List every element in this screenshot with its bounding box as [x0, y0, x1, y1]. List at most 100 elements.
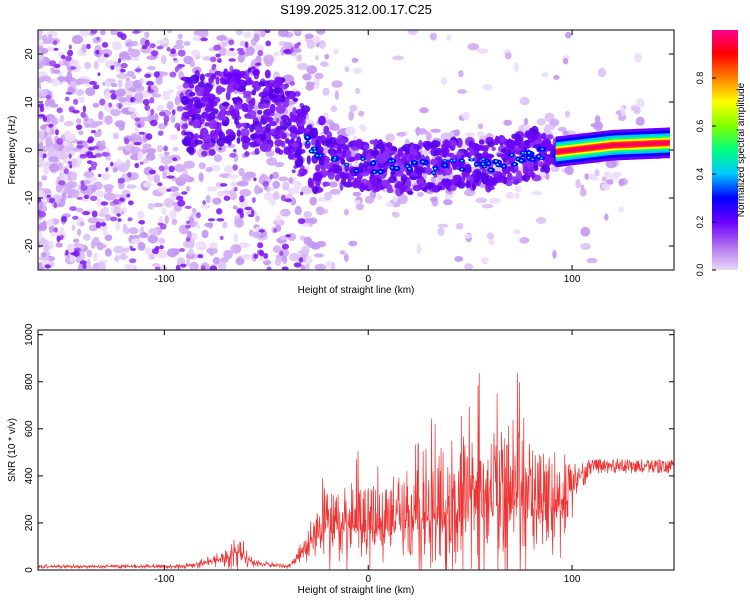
spectrogram-cell	[223, 195, 231, 201]
spectrogram-noise-cell	[40, 252, 47, 258]
spectrogram-ridge-cell	[251, 89, 257, 96]
spectrogram-cell	[253, 177, 257, 182]
spectrogram-noise-cell	[112, 132, 120, 140]
spectrogram-cell	[209, 265, 218, 270]
spectrogram-noise-cell	[302, 73, 312, 81]
spectrogram-cell	[56, 137, 64, 145]
spectrogram-ridge-cell	[204, 105, 212, 113]
spectrogram-cell	[42, 153, 47, 159]
spectrogram-noise-cell	[136, 89, 142, 95]
spectrogram-ridge-cell	[226, 71, 232, 80]
spectrogram-noise-cell	[300, 264, 306, 270]
spectrogram-cell	[207, 218, 216, 222]
spectrogram-cell	[244, 41, 249, 48]
spectrogram-y-ticks: -20 -10 0 10 20	[24, 48, 674, 253]
spectrogram-ridge-cell	[287, 152, 295, 160]
spectrogram-noise-cell	[166, 101, 174, 110]
spectrogram-noise-cell	[467, 43, 479, 51]
spectrogram-ridge-cell	[222, 79, 229, 85]
spectrogram-noise-cell	[416, 243, 422, 254]
spectrogram-noise-cell	[38, 201, 43, 210]
spectrogram-cell	[172, 157, 178, 161]
spectrogram-ridge-cell	[314, 171, 323, 182]
spectrogram-noise-cell	[99, 225, 108, 231]
spectrogram-ridge-cell	[400, 174, 407, 184]
spectrogram-noise-cell	[212, 256, 221, 265]
spectrogram-ridge-cell	[367, 182, 373, 190]
spectrogram-ridge-cell	[511, 133, 521, 140]
spectrogram-noise-cell	[272, 191, 280, 201]
spectrogram-cell	[264, 30, 271, 34]
spectrogram-ridge-cell	[476, 173, 483, 180]
snr-plot-area	[38, 330, 674, 570]
spectrogram-noise-cell	[306, 65, 318, 75]
spectrogram-noise-cell	[586, 257, 598, 264]
spectrogram-ridge-cell	[234, 102, 244, 110]
spectrogram-noise-cell	[541, 72, 549, 78]
spectrogram-noise-cell	[519, 96, 530, 106]
spectrogram-noise-cell	[253, 33, 260, 42]
x-tick-label: -100	[154, 274, 174, 285]
spectrogram-noise-cell	[309, 196, 317, 206]
spectrogram-cell	[298, 257, 304, 263]
spectrogram-noise-cell	[75, 118, 82, 124]
spectrogram-noise-cell	[156, 39, 169, 45]
spectrogram-noise-cell	[331, 80, 343, 88]
spectrogram-cell	[156, 45, 164, 50]
spectrogram-ridge-cell	[193, 106, 202, 114]
spectrogram-ridge-cell	[351, 180, 360, 189]
colorbar-tick-label: 0.4	[695, 168, 705, 181]
spectrogram-cell	[56, 107, 63, 114]
spectrogram-ridge-cell	[216, 137, 225, 147]
spectrogram-noise-cell	[38, 156, 43, 166]
spectrogram-ridge-cell	[200, 96, 209, 102]
spectrogram-noise-cell	[83, 233, 91, 241]
spectrogram-cell	[244, 206, 253, 211]
spectrogram-ridge-cell	[487, 141, 495, 148]
spectrogram-ridge-cell	[473, 144, 482, 152]
spectrogram-ridge-cell	[207, 142, 215, 148]
spectrogram-noise-cell	[291, 48, 302, 53]
spectrogram-ridge-cell	[248, 105, 255, 110]
spectrogram-noise-cell	[260, 30, 266, 38]
spectrogram-noise-cell	[122, 206, 127, 213]
spectrogram-peak-cell	[541, 148, 544, 151]
spectrogram-noise-cell	[306, 81, 315, 87]
spectrogram-noise-cell	[83, 171, 95, 178]
spectrogram-noise-cell	[209, 248, 215, 256]
y-tick-label: 0	[24, 147, 35, 153]
spectrogram-noise-cell	[153, 202, 164, 208]
spectrogram-peak-cell	[432, 171, 436, 174]
spectrogram-noise-cell	[139, 232, 149, 239]
spectrogram-noise-cell	[38, 90, 49, 97]
spectrogram-noise-cell	[206, 186, 218, 192]
spectrogram-noise-cell	[136, 210, 145, 219]
spectrogram-ridge-cell	[457, 162, 464, 168]
snr-y-ticks: 0 200 400 600 800 1000	[24, 323, 674, 573]
spectrogram-ridge-cell	[269, 86, 274, 96]
spectrogram-noise-cell	[364, 195, 374, 204]
spectrogram-noise-cell	[461, 111, 470, 121]
spectrogram-noise-cell	[78, 130, 84, 136]
spectrogram-cell	[186, 220, 191, 224]
spectrogram-ridge-cell	[239, 70, 246, 76]
spectrogram-noise-cell	[481, 203, 494, 209]
spectrogram-ridge-cell	[395, 160, 403, 166]
spectrogram-ridge-cell	[260, 104, 266, 109]
spectrogram-ridge-cell	[252, 68, 260, 76]
spectrogram-ridge-cell	[413, 144, 421, 150]
spectrogram-noise-cell	[57, 153, 69, 160]
spectrogram-noise-cell	[319, 61, 329, 67]
spectrogram-peak-cell	[306, 136, 309, 139]
spectrogram-noise-cell	[294, 180, 302, 190]
spectrogram-ridge-cell	[287, 118, 292, 127]
spectrogram-noise-cell	[463, 233, 472, 239]
spectrogram-ridge-cell	[336, 152, 343, 158]
spectrogram-ridge-cell	[182, 82, 189, 89]
spectrogram-cell	[79, 153, 87, 159]
spectrogram-cell	[297, 218, 306, 225]
spectrogram-noise-cell	[183, 160, 195, 169]
spectrogram-ridge-cell	[236, 96, 241, 102]
spectrogram-noise-cell	[48, 156, 59, 163]
spectrogram-noise-cell	[148, 228, 159, 235]
